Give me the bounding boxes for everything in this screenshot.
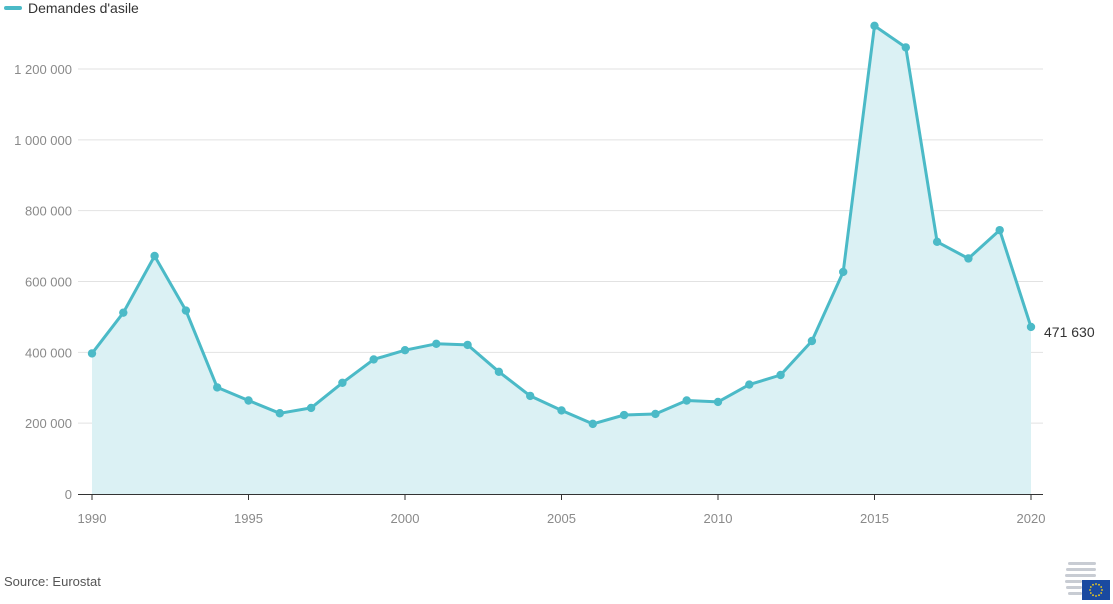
- data-point: [87, 349, 97, 358]
- data-point: [745, 380, 754, 389]
- data-point: [338, 378, 347, 387]
- area-fill: [92, 25, 1031, 495]
- data-point: [275, 409, 284, 418]
- data-point: [463, 340, 472, 350]
- data-point: [995, 225, 1004, 235]
- data-point: [369, 355, 378, 364]
- data-points: [87, 21, 1036, 429]
- data-point: [619, 410, 629, 420]
- data-point: [870, 21, 879, 30]
- y-tick-label: 1 200 000: [14, 62, 72, 77]
- y-tick-label: 200 000: [25, 416, 72, 431]
- data-point: [964, 254, 973, 263]
- data-point: [588, 419, 597, 429]
- data-point: [557, 406, 566, 415]
- legend-label: Demandes d'asile: [28, 0, 139, 16]
- y-tick-label: 600 000: [25, 275, 72, 290]
- x-axis: 1990 1995 2000 2005 2010 2015 2020: [78, 494, 1046, 526]
- x-tick-label: 2010: [704, 511, 733, 526]
- eu-council-logo: [1065, 562, 1110, 600]
- data-point: [181, 306, 191, 315]
- data-point: [1026, 322, 1036, 332]
- data-point: [306, 403, 316, 413]
- data-point: [713, 397, 723, 407]
- data-point: [932, 237, 942, 247]
- data-point: [400, 346, 410, 355]
- x-tick-label: 1990: [78, 511, 107, 526]
- data-point: [119, 308, 128, 317]
- x-tick-label: 1995: [234, 511, 263, 526]
- y-tick-label: 800 000: [25, 204, 72, 219]
- source-note: Source: Eurostat: [4, 574, 101, 589]
- x-tick-label: 2005: [547, 511, 576, 526]
- eu-flag-icon: [1082, 580, 1110, 600]
- legend-swatch: [4, 6, 22, 10]
- data-point: [494, 367, 504, 377]
- data-point: [651, 409, 660, 419]
- x-tick-label: 2015: [860, 511, 889, 526]
- data-point: [682, 396, 691, 405]
- end-value-label: 471 630: [1044, 324, 1095, 340]
- y-tick-label: 1 000 000: [14, 133, 72, 148]
- legend: Demandes d'asile: [4, 0, 139, 16]
- data-point: [213, 383, 222, 392]
- data-point: [776, 370, 785, 380]
- data-point: [807, 336, 817, 346]
- y-tick-label: 400 000: [25, 345, 72, 360]
- data-point: [839, 267, 848, 277]
- y-tick-label: 0: [65, 487, 72, 502]
- x-tick-label: 2020: [1017, 511, 1046, 526]
- data-point: [244, 396, 253, 405]
- data-point: [901, 43, 910, 52]
- y-axis-ticks: 0 200 000 400 000 600 000 800 000 1 000 000 1 …: [14, 62, 72, 502]
- data-point: [432, 339, 441, 349]
- data-point: [526, 391, 535, 401]
- data-point: [150, 251, 159, 261]
- x-tick-label: 2000: [391, 511, 420, 526]
